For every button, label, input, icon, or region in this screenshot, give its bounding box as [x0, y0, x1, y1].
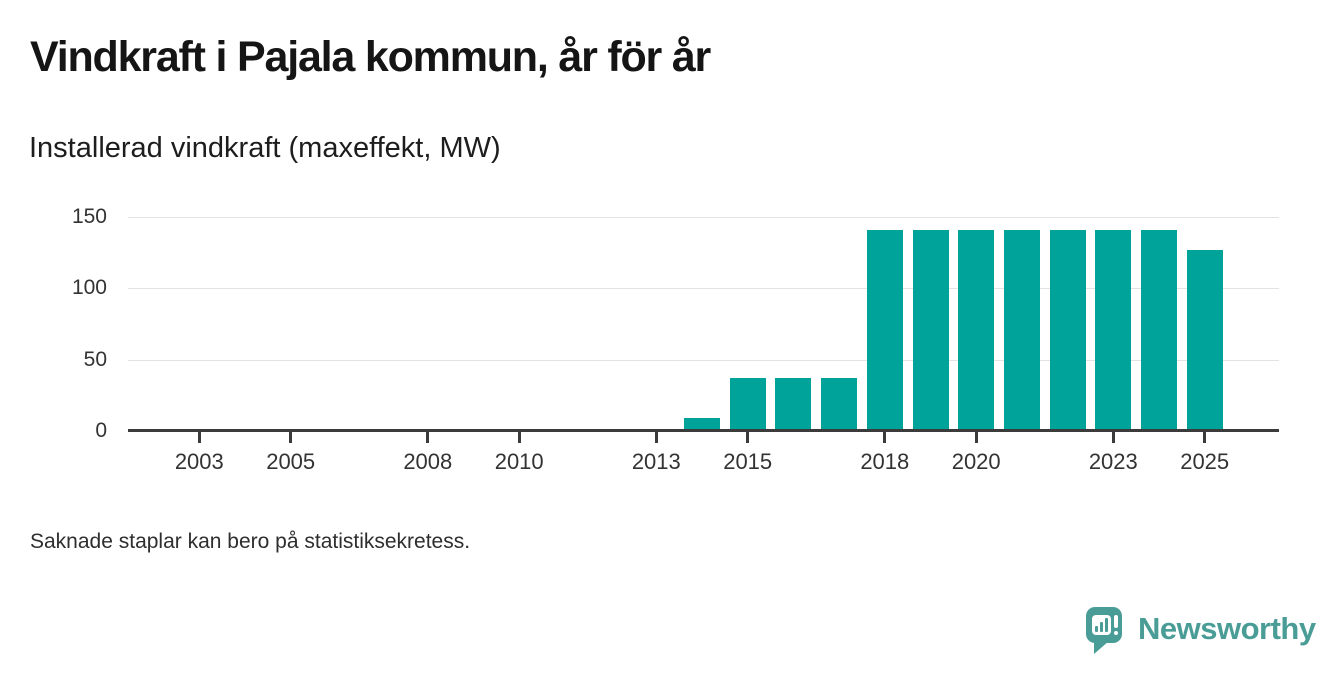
x-tick-2015	[746, 432, 750, 443]
bar-2025	[1186, 249, 1223, 431]
x-axis-label-2015: 2015	[723, 449, 773, 474]
x-tick-2018	[883, 432, 887, 443]
logo-mini-bar-1	[1095, 626, 1098, 632]
bar-2019	[912, 229, 949, 431]
bar-2016	[775, 378, 812, 431]
newsworthy-wordmark: Newsworthy	[1138, 611, 1316, 646]
x-tick-2010	[517, 432, 521, 443]
logo-chart-window	[1092, 615, 1111, 635]
x-axis-label-2025: 2025	[1180, 449, 1230, 474]
x-axis-label-2020: 2020	[951, 449, 1001, 474]
bar-2024	[1141, 229, 1177, 431]
gridline-150	[128, 217, 1279, 218]
gridline-50	[128, 359, 1279, 361]
bar-2023	[1095, 229, 1132, 431]
y-axis-label-50: 50	[83, 347, 107, 371]
x-axis-label-2005: 2005	[266, 449, 316, 474]
y-axis-label-0: 0	[95, 419, 107, 442]
x-tick-2003	[197, 432, 201, 443]
x-tick-2023	[1111, 432, 1115, 443]
x-axis-label-2018: 2018	[860, 449, 910, 474]
x-axis-label-2013: 2013	[631, 449, 681, 474]
bar-2022	[1049, 229, 1086, 431]
x-tick-2013	[654, 432, 658, 443]
logo-exclamation-bar	[1114, 615, 1118, 628]
bar-2021	[1003, 229, 1040, 431]
bar-2014	[684, 418, 720, 431]
x-tick-2025	[1203, 432, 1207, 443]
logo-mini-bar-2	[1100, 622, 1103, 632]
x-axis-line	[128, 429, 1279, 432]
chart-footnote: Saknade staplar kan bero på statistiksek…	[30, 530, 471, 553]
chart-subtitle: Installerad vindkraft (maxeffekt, MW)	[29, 132, 501, 164]
logo-mini-bar-3	[1105, 618, 1108, 632]
x-axis-label-2023: 2023	[1088, 449, 1138, 474]
gridline-100	[128, 288, 1279, 290]
x-axis-label-2008: 2008	[403, 449, 453, 474]
logo-exclamation-dot	[1114, 631, 1118, 635]
x-tick-2008	[426, 432, 430, 443]
newsworthy-logo-icon	[1086, 607, 1122, 643]
bar-2018	[866, 229, 903, 431]
bar-2015	[729, 378, 766, 431]
bar-2020	[958, 229, 995, 431]
chart-title: Vindkraft i Pajala kommun, år för år	[30, 33, 711, 81]
y-axis-label-100: 100	[71, 276, 107, 300]
y-axis-label-150: 150	[71, 205, 107, 228]
x-tick-2005	[289, 432, 293, 443]
x-axis-label-2010: 2010	[494, 449, 544, 474]
x-tick-2020	[974, 432, 978, 443]
bar-2017	[821, 378, 858, 431]
x-axis-label-2003: 2003	[174, 449, 224, 474]
newsworthy-logo-tail	[1094, 641, 1109, 654]
